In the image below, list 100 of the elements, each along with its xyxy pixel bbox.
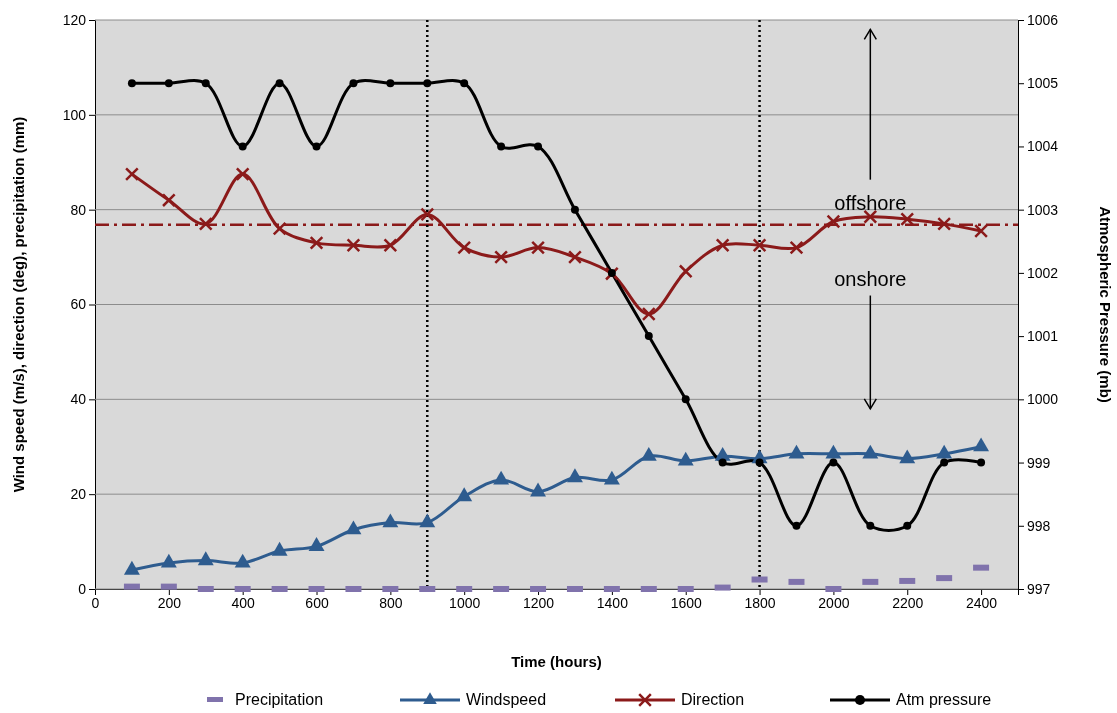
point — [718, 458, 727, 467]
point — [973, 437, 990, 452]
point — [900, 212, 915, 227]
point — [308, 537, 325, 551]
legend-label: Windspeed — [466, 691, 547, 708]
point — [386, 79, 395, 88]
point — [640, 447, 657, 461]
x-tick-label: 1200 — [522, 594, 555, 611]
point — [863, 209, 878, 224]
point — [603, 470, 620, 485]
point — [641, 306, 656, 322]
point — [940, 458, 949, 467]
x-tick-label: 400 — [231, 594, 256, 611]
x-tick-label: 1400 — [596, 594, 629, 611]
point — [234, 553, 251, 568]
point — [755, 458, 764, 467]
point — [792, 521, 801, 530]
x-tick-label: 2200 — [892, 594, 924, 611]
point — [460, 79, 469, 88]
point — [198, 216, 213, 231]
point — [457, 240, 472, 255]
point — [607, 268, 616, 277]
legend-label: Precipitation — [235, 691, 324, 708]
point — [123, 560, 140, 575]
point — [238, 142, 247, 151]
point — [349, 79, 358, 88]
point — [899, 449, 916, 464]
point — [937, 216, 952, 231]
x-tick-label: 1800 — [744, 594, 776, 611]
x-tick-label: 2400 — [966, 594, 998, 611]
point — [201, 79, 210, 88]
point — [789, 240, 804, 255]
y2-tick-label: 999 — [1027, 454, 1051, 471]
y2-tick-label: 997 — [1027, 580, 1051, 597]
annotation: onshore — [834, 267, 907, 290]
point — [161, 193, 176, 208]
point — [866, 521, 875, 530]
y-tick-label: 100 — [62, 106, 87, 123]
legend-label: Atm pressure — [896, 691, 992, 708]
y-tick-label: 80 — [70, 201, 87, 218]
point — [497, 142, 506, 151]
y-tick-label: 20 — [70, 486, 87, 503]
y2-tick-label: 1006 — [1027, 11, 1059, 28]
point — [903, 521, 912, 530]
y-tick-label: 120 — [62, 11, 87, 28]
point — [715, 238, 730, 253]
y-axis-title: Wind speed (m/s), direction (deg), precipitation (mm) — [10, 116, 27, 493]
point — [456, 487, 473, 502]
annotation: offshore — [834, 191, 907, 214]
point — [530, 482, 547, 497]
x-tick-label: 800 — [379, 594, 403, 611]
point — [124, 167, 139, 182]
y2-tick-label: 1004 — [1027, 138, 1059, 155]
y2-tick-label: 1003 — [1027, 201, 1059, 218]
y2-tick-label: 1001 — [1027, 328, 1059, 345]
point — [534, 142, 543, 151]
point — [419, 513, 436, 528]
point — [604, 266, 619, 281]
point — [275, 79, 284, 88]
point — [752, 238, 767, 253]
point — [974, 223, 989, 239]
point — [127, 79, 136, 88]
point — [346, 238, 361, 253]
point — [382, 513, 399, 528]
x-axis-title: Time (hours) — [511, 653, 602, 670]
point — [567, 250, 583, 265]
x-tick-label: 0 — [91, 594, 100, 611]
x-tick-label: 200 — [157, 594, 182, 611]
point — [312, 142, 321, 151]
x-tick-label: 1600 — [670, 594, 702, 611]
point — [309, 235, 324, 250]
legend-label: Direction — [681, 691, 745, 708]
point — [493, 470, 510, 485]
point — [566, 468, 583, 483]
point — [678, 264, 693, 279]
point — [829, 458, 838, 467]
y2-tick-label: 1002 — [1027, 264, 1059, 281]
point — [197, 551, 214, 566]
point — [272, 221, 287, 236]
x-tick-label: 1000 — [449, 594, 481, 611]
y2-tick-label: 998 — [1027, 517, 1051, 534]
point — [235, 167, 250, 182]
point — [862, 444, 879, 459]
y2-axis-title: Atmospheric Pressure (mb) — [1097, 206, 1114, 403]
x-tick-label: 600 — [305, 594, 329, 611]
point — [977, 458, 986, 467]
point — [936, 444, 953, 459]
point — [345, 520, 362, 535]
x-tick-label: 2000 — [818, 594, 850, 611]
point — [570, 205, 579, 214]
point — [681, 395, 690, 404]
point — [825, 444, 842, 459]
point — [271, 541, 288, 556]
point — [826, 214, 841, 229]
y-tick-label: 40 — [70, 391, 87, 408]
y2-tick-label: 1000 — [1027, 391, 1059, 408]
point — [383, 238, 398, 253]
point — [788, 444, 805, 459]
y-tick-label: 0 — [78, 580, 87, 597]
y2-tick-label: 1005 — [1027, 75, 1059, 92]
